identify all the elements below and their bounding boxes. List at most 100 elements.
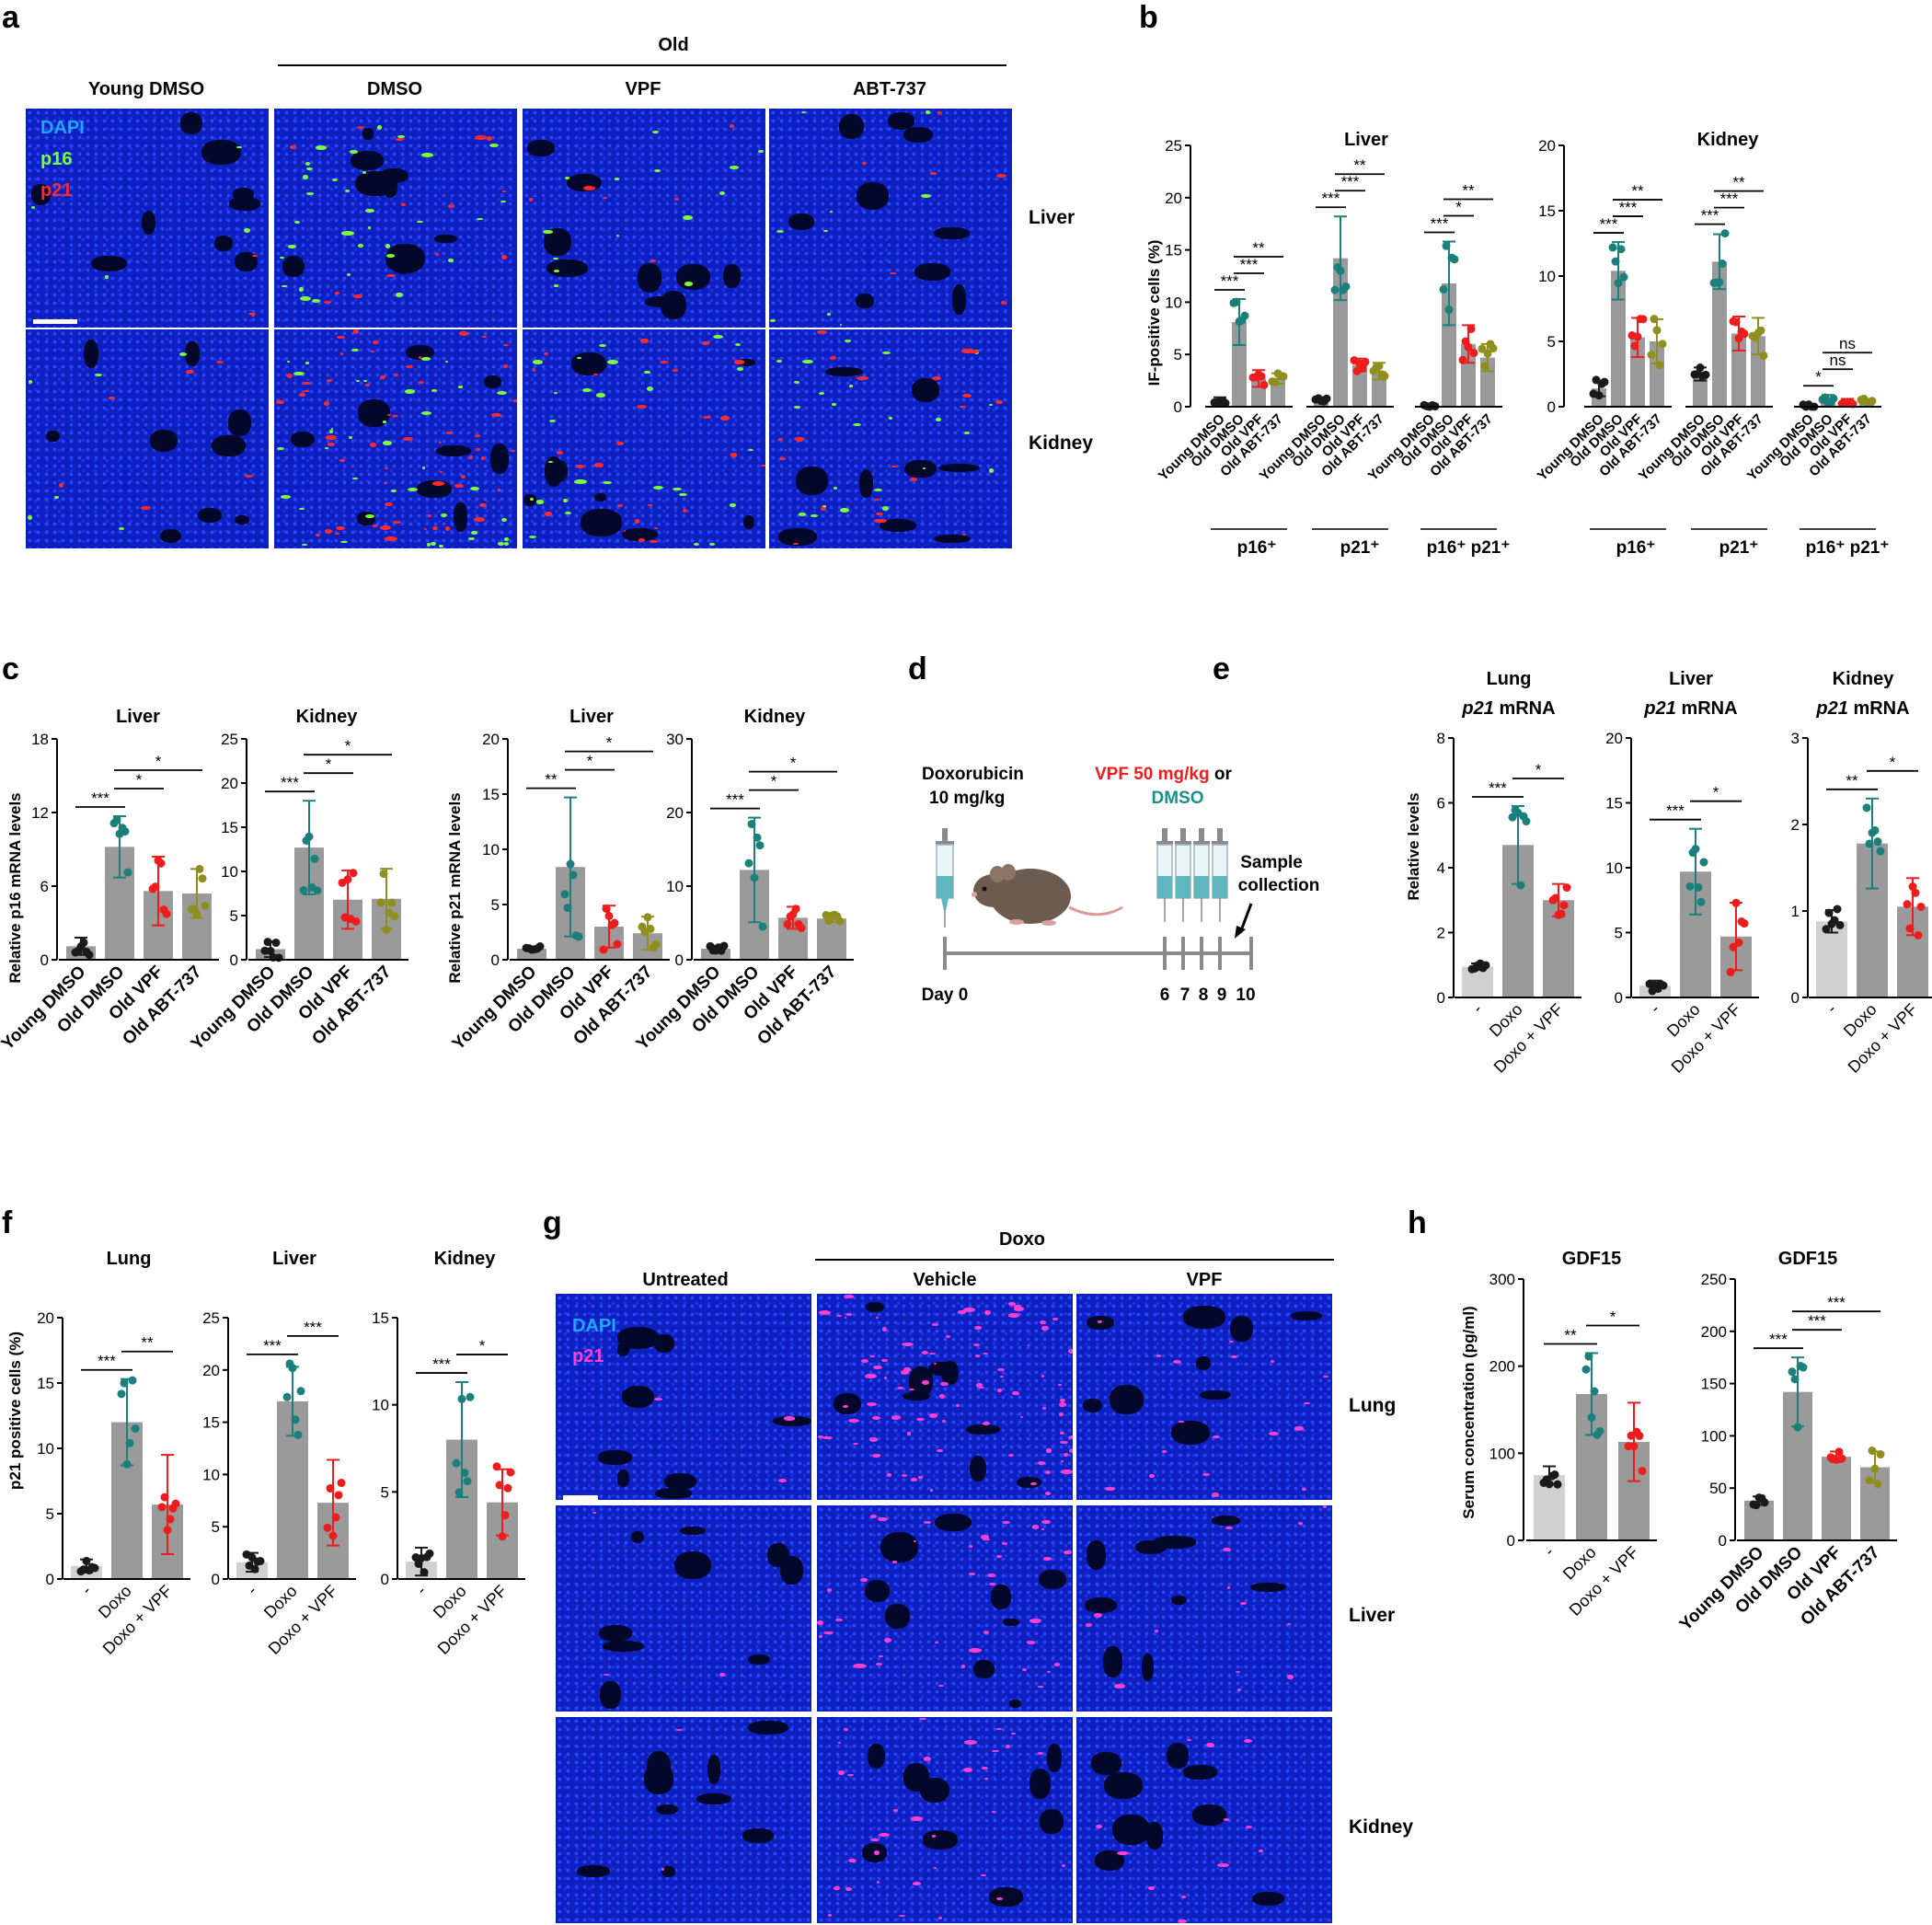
- y-tick-label: 10: [37, 1440, 54, 1458]
- data-point: [263, 938, 272, 947]
- data-point: [162, 909, 171, 918]
- data-point: [463, 1477, 472, 1486]
- panel-letter-e: e: [1213, 651, 1230, 686]
- data-point: [1870, 825, 1880, 835]
- y-tick-label: 10: [1165, 294, 1182, 311]
- data-point: [1469, 349, 1478, 358]
- data-point: [1516, 881, 1525, 890]
- data-point: [1659, 981, 1668, 990]
- y-tick-label: 0: [1507, 1532, 1515, 1550]
- data-point: [331, 1513, 340, 1522]
- bar: [1611, 271, 1626, 407]
- panel-a-row-liver: Liver: [1029, 207, 1075, 228]
- data-point: [651, 939, 661, 949]
- data-point: [1557, 909, 1566, 918]
- data-point: [1633, 332, 1642, 341]
- micrograph-tile: [26, 329, 269, 548]
- y-tick-label: 50: [1709, 1480, 1727, 1497]
- micrograph-tile: [817, 1294, 1073, 1500]
- category-label: -: [1468, 1000, 1485, 1017]
- y-tick-label: 5: [230, 907, 238, 925]
- y-tick-label: 20: [1538, 137, 1556, 155]
- data-point: [1833, 905, 1842, 914]
- significance-label: ***: [263, 1337, 282, 1354]
- panel-c-charts: Relative p16 mRNA levels Relative p21 mR…: [0, 707, 854, 1054]
- significance-label: *: [1713, 784, 1719, 801]
- data-point: [323, 1523, 332, 1532]
- data-point: [1259, 380, 1269, 389]
- e-subtitle-liver: p21 mRNA: [1643, 698, 1737, 719]
- data-point: [1729, 942, 1738, 951]
- e-title-liver: Liver: [1669, 669, 1713, 689]
- data-point: [1611, 257, 1620, 266]
- data-point: [1587, 1413, 1596, 1423]
- h-title-doxo: GDF15: [1562, 1249, 1621, 1269]
- significance-label: *: [326, 755, 332, 773]
- data-point: [1638, 1467, 1647, 1476]
- data-point: [334, 1491, 343, 1500]
- e-subtitle-lung: p21 mRNA: [1461, 698, 1555, 719]
- data-point: [90, 1563, 99, 1573]
- data-point: [1333, 262, 1342, 271]
- h-title-age: GDF15: [1778, 1249, 1837, 1269]
- panel-a-old-header: Old: [658, 35, 689, 55]
- data-point: [1428, 400, 1437, 409]
- y-tick-label: 20: [482, 731, 500, 748]
- y-tick-label: 20: [1165, 190, 1182, 207]
- data-point: [604, 911, 614, 920]
- data-point: [1734, 938, 1743, 947]
- data-point: [830, 910, 839, 919]
- data-point: [1271, 377, 1280, 386]
- panel-f-ylabel: p21 positive cells (%): [6, 1331, 24, 1490]
- y-tick-label: 4: [1437, 859, 1445, 877]
- data-point: [1790, 1375, 1800, 1384]
- significance-label: **: [1564, 1326, 1577, 1343]
- bar: [817, 918, 846, 960]
- data-point: [117, 1389, 126, 1399]
- f-title-kidney: Kidney: [434, 1249, 497, 1269]
- y-tick-label: 2: [1437, 925, 1445, 942]
- panel-f-charts: p21 positive cells (%) Lung Liver Kidney…: [6, 1249, 525, 1658]
- y-tick-label: 15: [482, 786, 500, 803]
- category-label: -: [1540, 1543, 1557, 1560]
- data-point: [376, 898, 385, 907]
- data-point: [1629, 1442, 1639, 1451]
- timeline: [943, 937, 1253, 970]
- data-point: [1562, 883, 1571, 893]
- data-point: [1551, 893, 1560, 903]
- b-kidney-group-p16p21: p16⁺ p21⁺: [1806, 538, 1890, 558]
- data-point: [1914, 930, 1923, 939]
- y-tick-label: 10: [372, 1397, 389, 1414]
- panel-h-ylabel: Serum concentration (pg/ml): [1460, 1306, 1478, 1518]
- data-point: [1547, 1471, 1557, 1481]
- y-tick-label: 10: [482, 841, 500, 859]
- arrow-down-icon: [1235, 903, 1253, 939]
- data-point: [747, 820, 756, 829]
- data-point: [1829, 1454, 1838, 1463]
- data-point: [1377, 370, 1386, 379]
- data-point: [498, 1532, 507, 1541]
- data-point: [390, 912, 399, 921]
- data-point: [599, 945, 608, 954]
- data-point: [1614, 279, 1623, 288]
- data-point: [1696, 363, 1705, 373]
- data-point: [1826, 398, 1835, 407]
- data-point: [1630, 341, 1639, 351]
- data-point: [613, 939, 622, 949]
- y-tick-label: 0: [1437, 989, 1445, 1007]
- y-tick-label: 10: [202, 1466, 220, 1483]
- micrograph-tile: [769, 329, 1012, 548]
- data-point: [1865, 398, 1874, 408]
- data-point: [1865, 1476, 1874, 1485]
- y-tick-label: 5: [1174, 346, 1182, 363]
- data-point: [1868, 1447, 1877, 1456]
- data-point: [1559, 901, 1569, 910]
- data-point: [1696, 897, 1706, 906]
- significance-label: ***: [1240, 256, 1259, 273]
- data-point: [379, 870, 388, 879]
- data-point: [123, 868, 132, 877]
- micrograph-tile: [556, 1505, 811, 1712]
- panel-letter-h: h: [1408, 1205, 1427, 1240]
- data-point: [1486, 340, 1495, 349]
- data-point: [326, 1483, 335, 1493]
